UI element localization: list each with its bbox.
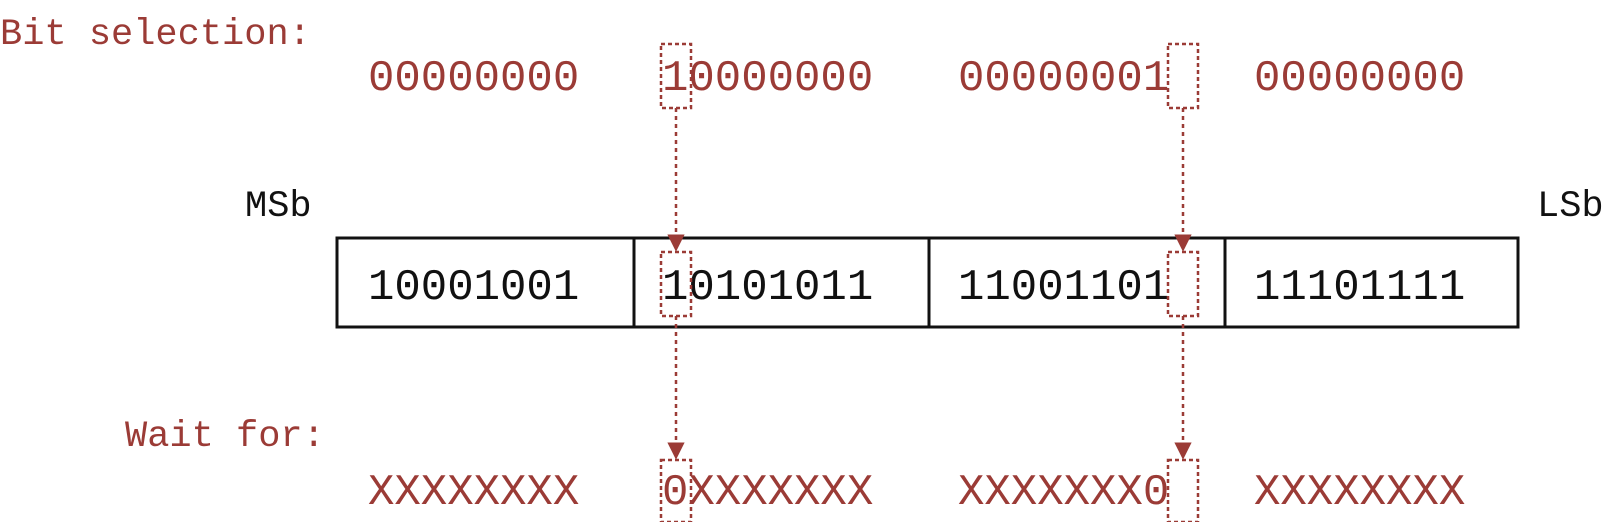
wait-byte-4: XXXXXXXX	[1254, 468, 1465, 518]
lsb-label: LSb	[1537, 186, 1604, 228]
register-byte-4: 11101111	[1254, 263, 1465, 313]
register-byte-2: 10101011	[662, 263, 873, 313]
wait-byte-3: XXXXXXX0	[958, 468, 1169, 518]
selected-bit-highlight	[1166, 458, 1200, 522]
wait-byte-2: 0XXXXXXX	[662, 468, 873, 518]
selected-bit-highlight	[1166, 42, 1200, 110]
selection-byte-2: 10000000	[662, 54, 873, 104]
bit-selection-label: Bit selection:	[0, 14, 311, 56]
selected-bit-highlight	[1166, 250, 1200, 318]
register-byte-3: 11001101	[958, 263, 1169, 313]
msb-label: MSb	[245, 186, 312, 228]
selection-byte-3: 00000001	[958, 54, 1169, 104]
selection-byte-1: 00000000	[368, 54, 579, 104]
selected-bit-highlight	[659, 458, 693, 522]
wait-byte-1: XXXXXXXX	[368, 468, 579, 518]
register: 10001001 10101011 11001101 11101111	[335, 236, 1520, 329]
register-byte-1: 10001001	[368, 263, 579, 313]
wait-for-label: Wait for:	[125, 416, 325, 458]
selection-byte-4: 00000000	[1254, 54, 1465, 104]
